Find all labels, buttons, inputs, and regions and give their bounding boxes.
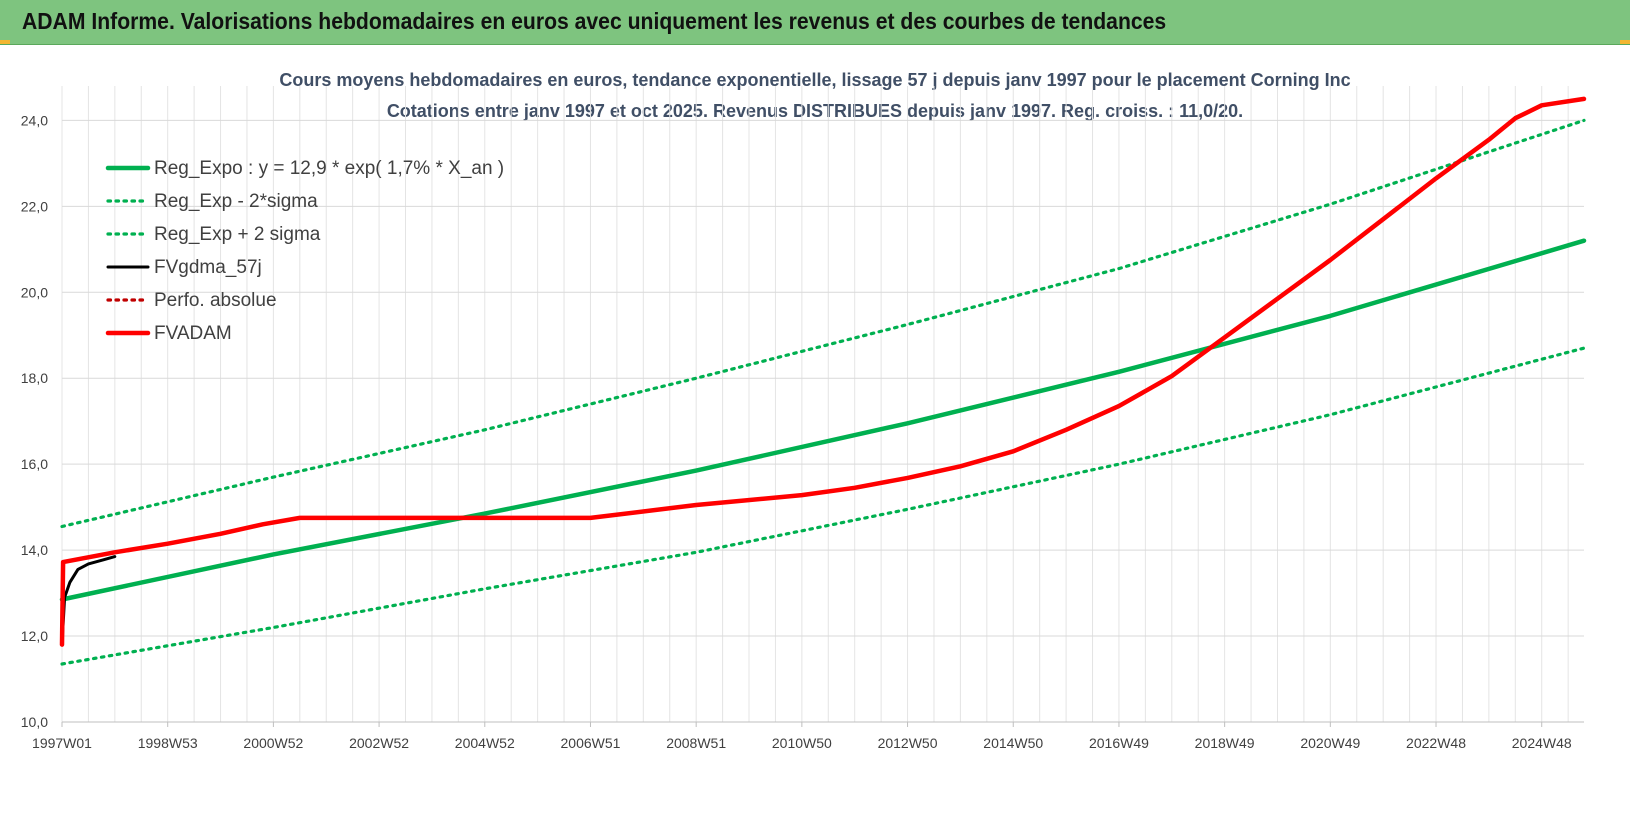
corner-marker xyxy=(0,40,10,44)
legend-label: FVgdma_57j xyxy=(154,257,262,278)
x-tick-label: 2024W48 xyxy=(1512,735,1572,751)
x-tick-label: 1997W01 xyxy=(32,735,92,751)
y-tick-label: 12,0 xyxy=(21,628,48,644)
x-tick-label: 2002W52 xyxy=(349,735,409,751)
corner-marker xyxy=(1620,40,1630,44)
x-tick-label: 2018W49 xyxy=(1195,735,1255,751)
y-tick-label: 24,0 xyxy=(21,112,48,128)
legend-label: Reg_Exp - 2*sigma xyxy=(154,191,318,212)
legend-label: Reg_Exp + 2 sigma xyxy=(154,224,321,245)
x-tick-label: 2014W50 xyxy=(983,735,1043,751)
series-lines xyxy=(59,96,1587,666)
x-tick-label: 2016W49 xyxy=(1089,735,1149,751)
y-tick-label: 22,0 xyxy=(21,198,48,214)
x-tick-label: 2006W51 xyxy=(561,735,621,751)
x-tick-label: 2008W51 xyxy=(666,735,726,751)
y-tick-label: 14,0 xyxy=(21,542,48,558)
x-tick-label: 2020W49 xyxy=(1300,735,1360,751)
x-tick-label: 1998W53 xyxy=(138,735,198,751)
chart-area: Cours moyens hebdomadaires en euros, ten… xyxy=(0,44,1630,815)
chart-subtitle: Cotations entre janv 1997 et oct 2025. R… xyxy=(387,101,1243,121)
series-line-2 xyxy=(60,346,1586,666)
y-tick-label: 20,0 xyxy=(21,284,48,300)
x-tick-label: 2022W48 xyxy=(1406,735,1466,751)
chart-title: Cours moyens hebdomadaires en euros, ten… xyxy=(279,70,1350,90)
series-line-6 xyxy=(59,96,1587,647)
series-line-5 xyxy=(60,97,1586,647)
series-line-3 xyxy=(60,118,1586,529)
x-tick-label: 2010W50 xyxy=(772,735,832,751)
line-chart: Cours moyens hebdomadaires en euros, ten… xyxy=(21,70,1587,751)
y-tick-label: 18,0 xyxy=(21,370,48,386)
page-title: ADAM Informe. Valorisations hebdomadaire… xyxy=(22,8,1167,34)
y-tick-label: 16,0 xyxy=(21,456,48,472)
legend-label: Perfo. absolue xyxy=(154,290,277,311)
legend-label: FVADAM xyxy=(154,323,232,344)
gridlines xyxy=(61,86,1584,723)
x-tick-label: 2000W52 xyxy=(243,735,303,751)
y-tick-label: 10,0 xyxy=(21,714,48,730)
legend: Reg_Expo : y = 12,9 * exp( 1,7% * X_an )… xyxy=(105,158,504,344)
axes: 10,0 12,0 14,0 16,0 18,0 20,0 22,0 24,0 1997W01 1… xyxy=(21,112,1584,751)
title-bar: ADAM Informe. Valorisations hebdomadaire… xyxy=(0,0,1630,45)
x-tick-label: 2004W52 xyxy=(455,735,515,751)
x-tick-label: 2012W50 xyxy=(878,735,938,751)
series-line-1 xyxy=(59,238,1587,602)
legend-label: Reg_Expo : y = 12,9 * exp( 1,7% * X_an ) xyxy=(154,158,504,179)
